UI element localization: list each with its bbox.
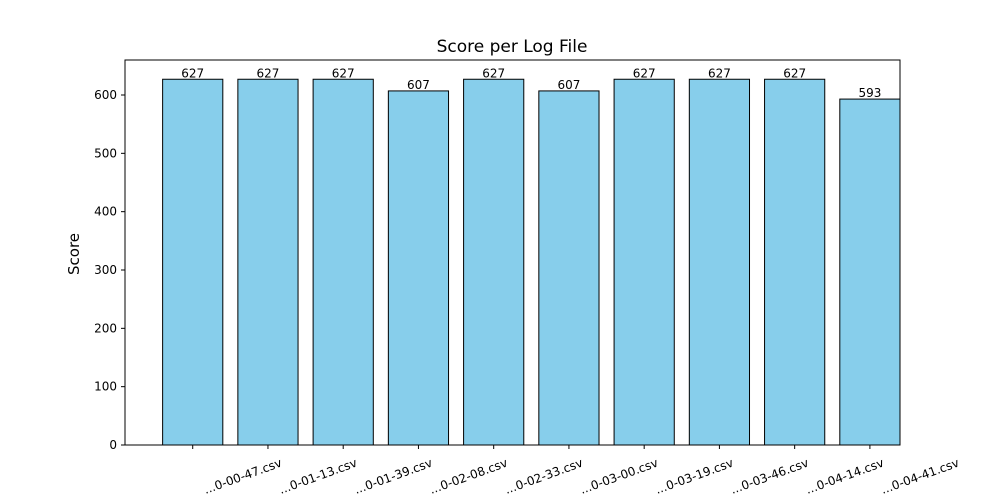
x-tick-label: ...0-04-14.csv [804, 456, 886, 497]
bar-value-label: 627 [633, 66, 656, 80]
x-tick-label: ...0-03-46.csv [729, 456, 811, 497]
bar [387, 90, 450, 446]
plot-frame [124, 59, 901, 446]
x-tick-label: ...0-04-41.csv [879, 456, 961, 497]
x-axis: ...0-00-47.csv...0-01-13.csv...0-01-39.c… [192, 445, 961, 497]
bar-value-label: 593 [858, 86, 881, 100]
bar-value-label: 627 [708, 66, 731, 80]
y-axis-label: Score [65, 233, 83, 275]
bar-value-label: 627 [783, 66, 806, 80]
x-tick-label: ...0-02-08.csv [428, 456, 510, 497]
bar-value-label: 607 [557, 78, 580, 92]
y-tick-label: 200 [94, 321, 117, 335]
bar [764, 78, 826, 446]
x-tick-label: ...0-02-33.csv [503, 456, 585, 497]
y-tick-label: 500 [94, 146, 117, 160]
y-tick-label: 100 [94, 380, 117, 394]
bar-value-label: 607 [407, 78, 430, 92]
x-tick-label: ...0-03-00.csv [578, 456, 660, 497]
y-tick-label: 600 [94, 88, 117, 102]
y-tick-label: 0 [109, 438, 117, 452]
bar [312, 78, 374, 446]
bar [237, 78, 299, 446]
x-tick-label: ...0-00-47.csv [202, 456, 284, 497]
bar [613, 78, 675, 446]
bar [538, 90, 600, 446]
y-tick-label: 300 [94, 263, 117, 277]
x-tick-label: ...0-01-39.csv [352, 456, 434, 497]
bar-value-label: 627 [482, 66, 505, 80]
y-axis: 0 100 200 300 400 500 600 [94, 88, 125, 452]
bar-value-label: 627 [257, 66, 280, 80]
bar-value-label: 627 [332, 66, 355, 80]
bar [839, 98, 901, 446]
x-tick-label: ...0-03-19.csv [653, 456, 735, 497]
bar [688, 78, 751, 446]
bar [463, 78, 525, 446]
bars-layer [162, 78, 901, 446]
bar-value-label: 627 [181, 66, 204, 80]
y-tick-label: 400 [94, 205, 117, 219]
chart-title: Score per Log File [437, 37, 588, 57]
bar [162, 78, 224, 446]
bar-labels-layer: 627 627 627 607 627 607 627 627 627 593 [181, 66, 881, 100]
x-tick-label: ...0-01-13.csv [277, 456, 359, 497]
